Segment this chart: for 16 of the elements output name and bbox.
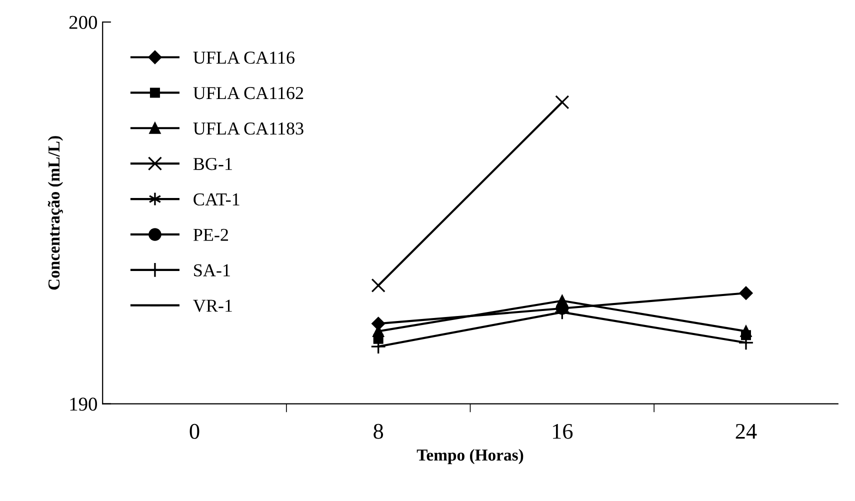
- legend-label: SA-1: [194, 264, 230, 276]
- legend-label: UFLA CA1162: [193, 87, 304, 100]
- legend-label: UFLA CA116: [193, 52, 294, 64]
- x-tick-label: 8: [374, 424, 384, 439]
- legend-label: VR-1: [193, 300, 232, 312]
- legend-label: UFLA CA1183: [193, 122, 304, 135]
- x-tick-label: 16: [553, 424, 573, 439]
- legend-label: BG-1: [193, 158, 232, 170]
- legend-label: CAT-1: [194, 193, 240, 206]
- x-axis-title: Tempo (Horas): [416, 448, 524, 464]
- legend-label: PE-2: [193, 228, 228, 241]
- y-tick-label: 200: [69, 16, 97, 29]
- y-axis-title: Concentração (mL/L): [48, 136, 64, 290]
- x-tick-label: 24: [736, 424, 757, 439]
- x-tick-label: 0: [190, 424, 200, 439]
- y-tick-label: 190: [70, 398, 97, 411]
